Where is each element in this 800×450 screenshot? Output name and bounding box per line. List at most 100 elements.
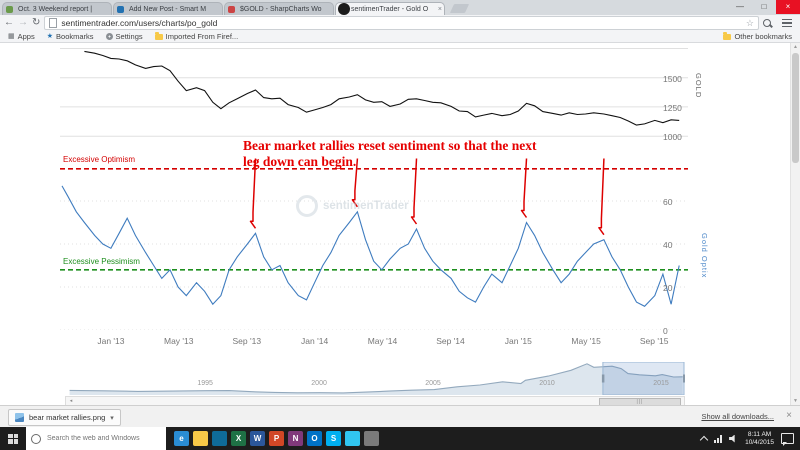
scroll-down-icon[interactable]: ▼ <box>793 398 798 404</box>
skype-taskbar-icon[interactable]: S <box>326 431 341 446</box>
url-text[interactable]: sentimentrader.com/users/charts/po_gold <box>61 18 218 28</box>
navigator-year-label: 2000 <box>311 380 327 387</box>
file-explorer-taskbar-icon[interactable] <box>193 431 208 446</box>
page-scrollbar-thumb[interactable] <box>792 53 799 163</box>
gold-optix-axis-label: Gold Optix <box>700 233 709 279</box>
edge-taskbar-icon[interactable]: e <box>174 431 189 446</box>
minimize-button[interactable]: — <box>736 2 744 11</box>
clock-time: 8:11 AM <box>747 430 772 438</box>
onenote-taskbar-icon[interactable]: N <box>288 431 303 446</box>
bookmarks-bar: ▦ Apps ★ Bookmarks Settings Imported From Fir… <box>0 31 800 43</box>
photos-taskbar-icon[interactable] <box>345 431 360 446</box>
history-navigator-chart[interactable] <box>65 362 685 395</box>
navigator-scrollbar[interactable]: ◂ ▸ ||| <box>65 396 685 405</box>
page-icon <box>49 18 58 28</box>
bookmark-label: Apps <box>17 32 35 41</box>
snipping-tool-taskbar-icon[interactable] <box>364 431 379 446</box>
word-taskbar-icon[interactable]: W <box>250 431 265 446</box>
date-xtick-label: Sep '14 <box>436 336 465 346</box>
navigator-year-label: 2010 <box>539 380 555 387</box>
price-ytick-label: 1000 <box>663 132 682 143</box>
maximize-button[interactable]: □ <box>761 2 767 11</box>
browser-window: Oct. 3 Weekend report | Add New Post - Sm… <box>0 0 800 427</box>
address-bar[interactable]: sentimentrader.com/users/charts/po_gold … <box>44 16 759 30</box>
menu-icon[interactable] <box>782 18 792 28</box>
volume-icon[interactable] <box>729 434 735 443</box>
gold-axis-label: GOLD <box>694 73 703 99</box>
optix-ytick-label: 40 <box>663 240 673 250</box>
store-taskbar-icon[interactable] <box>212 431 227 446</box>
browser-tab[interactable]: Oct. 3 Weekend report | <box>2 2 112 15</box>
show-all-downloads-link[interactable]: Show all downloads... <box>701 412 774 421</box>
bookmark-star-icon[interactable]: ☆ <box>745 18 754 28</box>
tab-close-icon[interactable]: × <box>437 6 442 13</box>
excel-taskbar-icon[interactable]: X <box>231 431 246 446</box>
start-button[interactable] <box>0 427 26 450</box>
download-caret-icon[interactable]: ▾ <box>110 414 114 422</box>
taskbar-search[interactable] <box>26 427 166 450</box>
taskbar-clock[interactable]: 8:11 AM 10/4/2015 <box>745 431 774 447</box>
tab-strip: Oct. 3 Weekend report | Add New Post - Sm… <box>0 0 800 15</box>
folder-icon <box>154 31 163 40</box>
date-xtick-label: Jan '15 <box>504 336 532 346</box>
bookmark-item[interactable]: ★ Bookmarks <box>47 32 94 41</box>
taskbar-search-input[interactable] <box>45 434 161 443</box>
back-icon[interactable]: ← <box>4 17 14 28</box>
bookmarks-items: ▦ Apps ★ Bookmarks Settings Imported From Fir… <box>8 31 238 41</box>
date-xtick-label: Jan '14 <box>301 336 329 346</box>
watermark: sentimenTrader <box>296 195 409 217</box>
scroll-left-icon[interactable]: ◂ <box>69 398 73 404</box>
tab-favicon <box>117 6 124 13</box>
action-center-icon[interactable] <box>781 433 794 446</box>
tab-favicon <box>338 3 350 15</box>
chart-annotation: Bear market rallies reset sentiment so t… <box>243 138 536 170</box>
page-scrollbar[interactable]: ▲ ▼ <box>790 43 800 405</box>
network-icon[interactable] <box>714 434 723 443</box>
browser-tab[interactable]: sentimenTrader - Gold O × <box>335 2 445 15</box>
powerpoint-taskbar-icon[interactable]: P <box>269 431 284 446</box>
clock-date: 10/4/2015 <box>745 438 774 446</box>
tab-favicon <box>228 6 235 13</box>
scroll-up-icon[interactable]: ▲ <box>793 44 798 50</box>
scrollbar-thumb[interactable]: ||| <box>599 398 681 405</box>
browser-tab[interactable]: Add New Post - Smart M <box>113 2 223 15</box>
download-bar-close-icon[interactable]: × <box>786 410 792 421</box>
bookmark-item[interactable]: ▦ Apps <box>8 32 35 41</box>
date-xtick-label: May '13 <box>164 336 194 346</box>
grid-icon: ▦ <box>8 32 15 40</box>
outlook-taskbar-icon[interactable]: O <box>307 431 322 446</box>
date-xtick-label: Jan '13 <box>97 336 125 346</box>
gold-price-chart <box>60 48 688 137</box>
tray-expand-icon[interactable] <box>699 435 709 444</box>
optix-ytick-label: 0 <box>663 326 668 336</box>
reload-icon[interactable]: ↻ <box>32 17 41 28</box>
date-xtick-label: Sep '15 <box>639 336 669 346</box>
price-ytick-label: 1500 <box>663 73 682 84</box>
image-file-icon <box>15 413 24 422</box>
annotation-line-1: Bear market rallies reset sentiment so t… <box>243 138 537 153</box>
price-ytick-label: 1250 <box>663 102 682 113</box>
download-item[interactable]: bear market rallies.png ▾ <box>8 409 121 426</box>
bookmark-item[interactable]: Settings <box>105 32 143 41</box>
watermark-logo-icon <box>296 195 318 217</box>
download-bar: bear market rallies.png ▾ Show all downl… <box>0 405 800 427</box>
search-icon[interactable] <box>763 19 771 27</box>
page-content: 1000 1250 1500 0 20 40 60 Jan '13 May '13 Sep '13… <box>0 43 800 405</box>
other-bookmarks[interactable]: Other bookmarks <box>723 31 792 41</box>
other-bookmarks-label: Other bookmarks <box>734 32 792 41</box>
optix-ytick-label: 60 <box>663 197 673 207</box>
folder-icon <box>723 31 732 40</box>
new-tab-button[interactable] <box>449 4 470 13</box>
bookmark-label: Bookmarks <box>56 32 94 41</box>
date-xtick-label: May '14 <box>367 336 398 346</box>
browser-tab[interactable]: $GOLD - SharpCharts Wo <box>224 2 334 15</box>
forward-icon[interactable]: → <box>18 17 28 28</box>
watermark-text: sentimenTrader <box>323 200 409 212</box>
bookmark-item[interactable]: Imported From Firef... <box>154 31 238 41</box>
windows-logo-icon <box>8 433 18 444</box>
close-button[interactable]: × <box>776 0 800 14</box>
cortana-icon <box>31 433 41 444</box>
